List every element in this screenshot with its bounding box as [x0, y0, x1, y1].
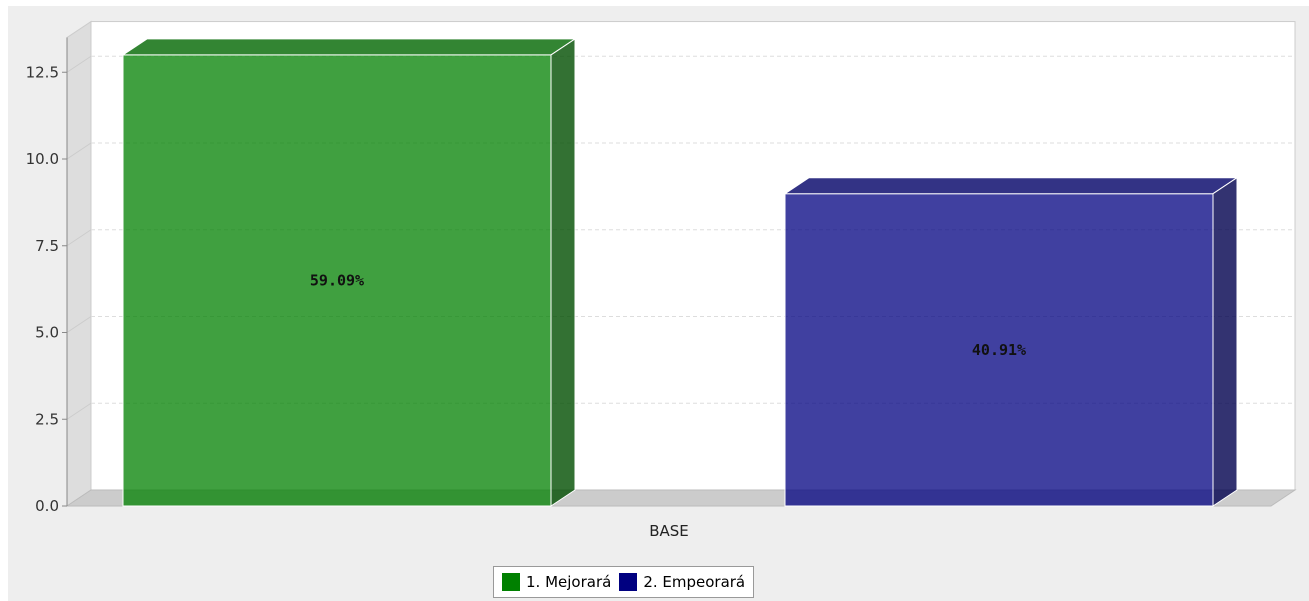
wall-gridline	[66, 402, 92, 420]
legend: 1. Mejorará 2. Empeorará	[493, 566, 755, 598]
legend-swatch-2	[619, 573, 638, 591]
bar-2-data-label: 40.91%	[972, 341, 1026, 359]
y-tick-label: 12.5	[26, 63, 59, 81]
legend-label-2: 2. Empeorará	[643, 573, 746, 591]
bar-1	[122, 54, 552, 507]
wall-gridline	[66, 316, 92, 333]
chart-container: 0.0 2.5 5.0 7.5 10.0 12.5 59.09% 40.91% BASE 1. …	[8, 6, 1309, 601]
bar-2-top	[783, 177, 1239, 195]
left-wall	[66, 20, 92, 507]
bar-1-side	[550, 37, 576, 507]
y-tick-label: 5.0	[35, 324, 59, 342]
legend-item-1: 1. Mejorará	[502, 573, 611, 591]
bar-1-top	[121, 38, 577, 56]
wall-gridline	[66, 142, 92, 160]
bar-1-data-label: 59.09%	[310, 271, 364, 289]
bar-2-side	[1212, 176, 1238, 507]
y-tick-label: 10.0	[26, 150, 59, 168]
y-tick-label: 2.5	[35, 410, 59, 428]
bar-chart: 0.0 2.5 5.0 7.5 10.0 12.5 59.09% 40.91% BASE	[26, 20, 1297, 540]
wall-gridline	[66, 229, 92, 247]
legend-swatch-1	[502, 573, 520, 591]
y-tick-label: 7.5	[35, 237, 59, 255]
wall-gridline	[66, 55, 92, 73]
legend-label-1: 1. Mejorará	[526, 573, 612, 591]
y-tick-label: 0.0	[35, 497, 59, 515]
legend-item-2: 2. Empeorará	[619, 573, 745, 591]
x-category-label: BASE	[649, 522, 689, 540]
bar-2	[784, 193, 1214, 507]
